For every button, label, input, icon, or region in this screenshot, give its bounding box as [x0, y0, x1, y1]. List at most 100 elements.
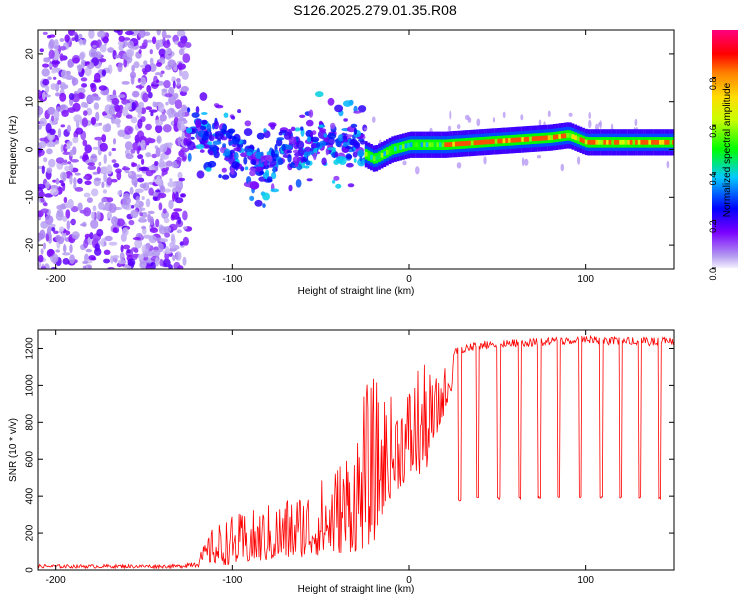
carrier-cell [648, 139, 652, 145]
noise-blob [39, 229, 46, 240]
noise-blob [151, 249, 161, 257]
carrier-cell [497, 138, 501, 144]
x-tick-label: -100 [222, 274, 242, 285]
noise-blob [88, 30, 95, 39]
carrier-cell [550, 135, 554, 140]
noise-blob [139, 183, 147, 189]
noise-blob [127, 40, 134, 49]
noise-blob [41, 165, 45, 174]
carrier-cell [606, 139, 609, 145]
scatter-blob [306, 136, 312, 143]
noise-blob [156, 62, 162, 67]
noise-blob [51, 115, 55, 122]
scatter-blob [234, 152, 239, 160]
noise-blob [117, 62, 123, 73]
noise-blob [118, 35, 125, 42]
scatter-blob [263, 160, 268, 167]
noise-blob [141, 196, 145, 201]
noise-blob [131, 205, 135, 209]
noise-blob [41, 68, 50, 77]
scatter-blob [270, 188, 280, 193]
noise-blob [118, 94, 126, 98]
scatter-blob [290, 126, 296, 132]
scatter-blob [213, 120, 219, 130]
carrier-cell [568, 133, 572, 138]
noise-blob [177, 171, 183, 179]
noise-blob [55, 178, 60, 185]
noise-blob [175, 251, 182, 261]
noise-blob [122, 107, 128, 117]
carrier-cell [518, 137, 522, 143]
noise-blob [49, 38, 55, 49]
noise-blob [180, 120, 185, 130]
noise-blob [68, 163, 74, 173]
noise-blob [90, 84, 97, 93]
noise-blob [92, 96, 101, 101]
scatter-blob [221, 174, 230, 180]
carrier-cell [539, 135, 543, 141]
faint-blob [577, 156, 581, 165]
noise-blob [74, 172, 81, 176]
noise-blob [168, 223, 178, 231]
scatter-blob [286, 150, 292, 154]
faint-blob [520, 114, 524, 121]
scatter-blob [196, 170, 205, 179]
noise-blob [182, 226, 188, 230]
noise-blob [143, 60, 148, 66]
noise-blob [42, 63, 49, 68]
noise-blob [127, 258, 136, 267]
noise-blob [176, 30, 186, 37]
noise-blob [57, 209, 64, 218]
noise-blob [80, 77, 88, 82]
y-tick-label: 0 [25, 567, 36, 573]
noise-blob [130, 74, 135, 85]
x-tick-label: 0 [406, 274, 412, 285]
noise-blob [38, 106, 44, 116]
y-tick-label: 200 [25, 524, 36, 541]
scatter-blob [222, 143, 227, 148]
scatter-blob [249, 195, 255, 201]
y-tick-label: 1200 [25, 337, 36, 360]
x-tick-label: -200 [46, 575, 66, 586]
noise-blob [99, 166, 109, 175]
carrier-cell [627, 139, 630, 145]
noise-blob [69, 175, 73, 185]
faint-blob [560, 163, 565, 172]
noise-blob [40, 197, 45, 203]
noise-blob [39, 137, 49, 142]
noise-blob [84, 144, 92, 154]
noise-blob [163, 80, 171, 89]
noise-blob [52, 179, 57, 183]
noise-blob [74, 33, 79, 43]
noise-blob [172, 254, 176, 262]
scatter-blob [263, 128, 267, 133]
carrier-cell [659, 139, 662, 145]
noise-blob [48, 158, 56, 168]
noise-blob [63, 143, 68, 153]
noise-blob [165, 47, 172, 55]
noise-blob [83, 110, 88, 116]
noise-blob [81, 83, 88, 88]
noise-blob [157, 192, 167, 199]
scatter-blob [344, 146, 353, 149]
noise-blob [83, 239, 89, 249]
noise-blob [40, 266, 47, 269]
carrier-cell [399, 145, 403, 150]
colorbar-tick-label: 0.4 [708, 173, 718, 186]
noise-blob [117, 129, 126, 137]
carrier-cell [587, 139, 591, 145]
noise-blob [40, 248, 44, 255]
noise-blob [135, 188, 144, 194]
scatter-blob [327, 132, 337, 140]
faint-blob [523, 158, 529, 166]
y-tick-label: -10 [25, 190, 36, 205]
noise-blob [104, 235, 113, 242]
noise-blob [159, 144, 168, 153]
x-tick-label: 0 [406, 575, 412, 586]
noise-blob [130, 209, 139, 219]
noise-blob [164, 93, 173, 98]
carrier-cell [394, 146, 397, 152]
noise-blob [79, 209, 89, 214]
scatter-blob [353, 127, 358, 135]
noise-blob [149, 227, 159, 233]
